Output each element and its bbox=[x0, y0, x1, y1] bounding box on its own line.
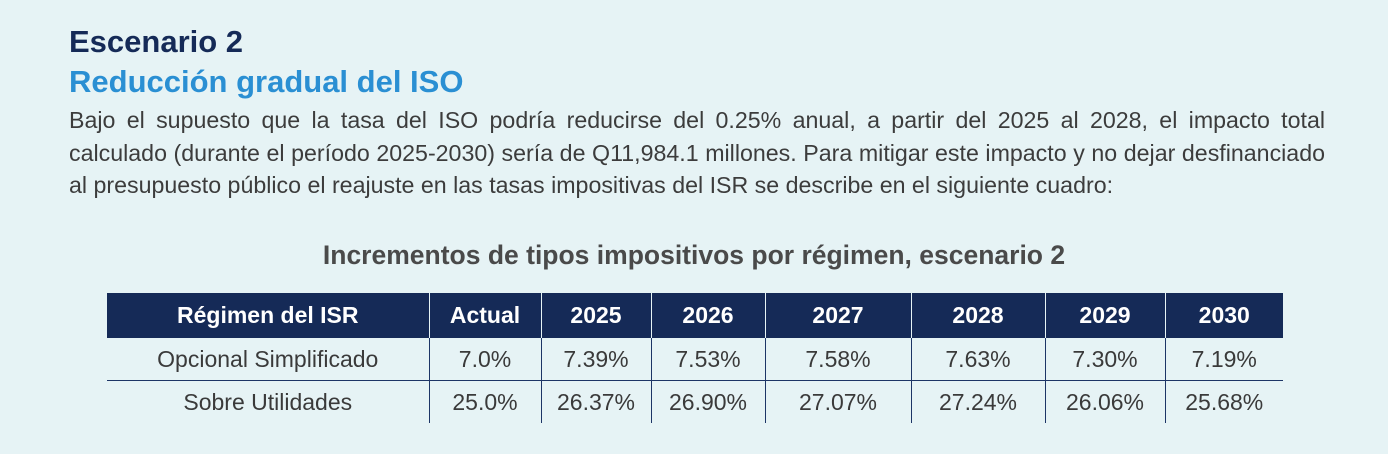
table-cell: 7.19% bbox=[1164, 338, 1283, 381]
row-label: Sobre Utilidades bbox=[183, 388, 353, 415]
header-2028: 2028 bbox=[910, 293, 1045, 338]
intro-paragraph: Bajo el supuesto que la tasa del ISO pod… bbox=[69, 107, 1325, 198]
table-cell: 27.07% bbox=[764, 380, 911, 423]
header-2025: 2025 bbox=[540, 293, 651, 338]
table-cell: 7.39% bbox=[540, 338, 651, 381]
table-cell: 26.90% bbox=[650, 380, 765, 423]
table-header-row: Régimen del ISR Actual 2025 2026 2027 20… bbox=[107, 293, 1283, 338]
table-cell: 7.30% bbox=[1044, 338, 1165, 381]
table-cell: 7.58% bbox=[764, 338, 911, 381]
table-cell: 7.53% bbox=[650, 338, 765, 381]
table-cell: 25.68% bbox=[1164, 380, 1283, 423]
row-label: Opcional Simplificado bbox=[107, 338, 429, 381]
page-subtitle: Reducción gradual del ISO bbox=[69, 64, 464, 99]
table-cell: 7.63% bbox=[910, 338, 1045, 381]
table-row: Opcional Simplificado 7.0% 7.39% 7.53% 7… bbox=[107, 338, 1283, 381]
tax-rates-table: Régimen del ISR Actual 2025 2026 2027 20… bbox=[107, 293, 1283, 423]
table-cell: 26.37% bbox=[540, 380, 651, 423]
table-cell: 7.0% bbox=[428, 338, 541, 381]
table-cell: 26.06% bbox=[1044, 380, 1165, 423]
header-2027: 2027 bbox=[764, 293, 911, 338]
page-title: Escenario 2 bbox=[69, 24, 244, 59]
header-2026: 2026 bbox=[650, 293, 765, 338]
table-row: Sobre Utilidades 25.0% 26.37% 26.90% 27.… bbox=[107, 380, 1283, 423]
table-title: Incrementos de tipos impositivos por rég… bbox=[322, 240, 1066, 270]
header-2030: 2030 bbox=[1164, 293, 1283, 338]
table-cell: 27.24% bbox=[910, 380, 1045, 423]
header-regimen: Régimen del ISR bbox=[107, 293, 429, 338]
table-cell: 25.0% bbox=[428, 380, 541, 423]
header-2029: 2029 bbox=[1044, 293, 1165, 338]
header-actual: Actual bbox=[428, 293, 541, 338]
